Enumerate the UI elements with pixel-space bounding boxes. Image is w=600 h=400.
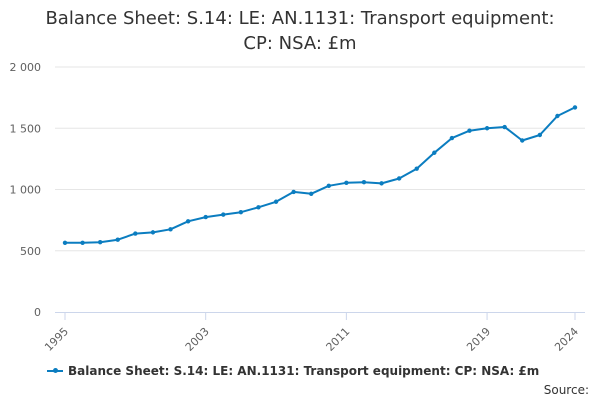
chart-title-line-1: Balance Sheet: S.14: LE: AN.1131: Transp…	[45, 8, 555, 29]
data-point[interactable]	[484, 126, 490, 131]
data-point[interactable]	[502, 124, 507, 130]
data-point[interactable]	[273, 199, 279, 204]
data-point[interactable]	[97, 239, 103, 245]
data-point[interactable]	[555, 113, 560, 119]
y-tick-label: 0	[34, 306, 41, 319]
data-point[interactable]	[379, 181, 384, 186]
y-axis: 0 500 1 000 1 500 2 000	[10, 61, 42, 319]
y-tick-label: 1 000	[10, 184, 42, 197]
data-point[interactable]	[238, 209, 244, 215]
data-point[interactable]	[309, 191, 314, 196]
x-tick-label: 2024	[552, 325, 581, 354]
data-point[interactable]	[133, 231, 138, 236]
data-point[interactable]	[80, 240, 85, 245]
chart-title-line-2: CP: NSA: £m	[243, 33, 357, 54]
data-point[interactable]	[396, 176, 402, 181]
legend-label[interactable]: Balance Sheet: S.14: LE: AN.1131: Transp…	[68, 364, 540, 378]
data-point[interactable]	[537, 132, 543, 138]
chart-title: Balance Sheet: S.14: LE: AN.1131: Transp…	[10, 6, 590, 56]
series-group	[62, 105, 578, 245]
source-credit[interactable]: Source:	[543, 383, 589, 397]
x-tick-label: 2019	[464, 325, 493, 354]
data-point[interactable]	[449, 135, 455, 141]
x-tick-label: 2003	[183, 325, 212, 354]
legend-dot-marker	[53, 368, 58, 373]
data-point[interactable]	[221, 212, 226, 217]
legend-series-symbol	[47, 366, 63, 376]
x-tick-label: 1995	[42, 325, 71, 354]
data-point[interactable]	[361, 179, 367, 185]
data-point[interactable]	[185, 219, 191, 224]
legend[interactable]: Balance Sheet: S.14: LE: AN.1131: Transp…	[47, 364, 539, 378]
y-tick-label: 1 500	[10, 122, 42, 135]
data-point[interactable]	[115, 237, 120, 242]
gridlines	[55, 66, 585, 252]
data-point[interactable]	[291, 189, 296, 195]
data-point[interactable]	[326, 183, 331, 189]
data-point[interactable]	[168, 227, 173, 232]
data-point[interactable]	[467, 128, 472, 133]
data-point[interactable]	[256, 205, 261, 210]
series-line[interactable]	[64, 106, 576, 244]
data-point[interactable]	[414, 166, 419, 171]
data-point[interactable]	[62, 240, 68, 245]
data-point[interactable]	[150, 230, 156, 235]
y-tick-label: 500	[20, 245, 41, 258]
data-point[interactable]	[572, 105, 578, 110]
data-point[interactable]	[344, 180, 349, 185]
x-axis: 1995 2003 2011 2019 2024	[42, 312, 585, 354]
data-point[interactable]	[520, 138, 525, 143]
data-point[interactable]	[432, 150, 437, 155]
x-tick-label: 2011	[324, 325, 353, 354]
data-point[interactable]	[203, 214, 208, 220]
y-tick-label: 2 000	[10, 61, 42, 74]
